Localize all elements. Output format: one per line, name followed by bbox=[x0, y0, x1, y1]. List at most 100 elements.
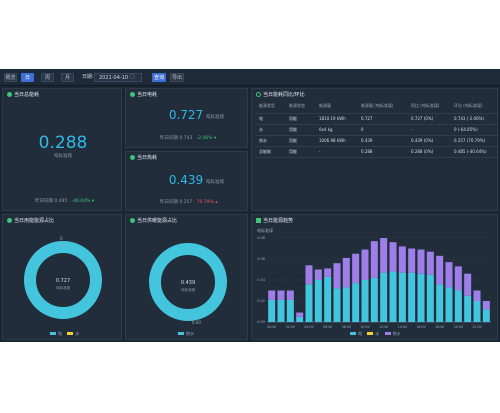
column-header: 能源类型 bbox=[255, 99, 285, 114]
bar-heat bbox=[426, 251, 434, 275]
month-button[interactable]: 月 bbox=[61, 73, 74, 82]
column-header: 能源量 bbox=[315, 99, 357, 114]
day-button[interactable]: 日 bbox=[21, 73, 34, 82]
bar-electric bbox=[398, 272, 406, 322]
table-cell: 用能 bbox=[285, 124, 315, 136]
date-label: 日期: bbox=[82, 74, 94, 80]
donut-tick bbox=[187, 314, 192, 322]
table-cell: 0.727 bbox=[357, 113, 407, 125]
y-tick-label: 0.02 bbox=[257, 299, 265, 303]
bar-electric bbox=[436, 284, 444, 322]
total-energy-card: 当日总能耗 0.288 吨标准煤 昨日同期 0.485 -40.64% ▾ bbox=[2, 88, 122, 211]
x-tick-label: 16:00 bbox=[416, 325, 425, 329]
table-cell: 0x4 kg bbox=[315, 124, 357, 136]
heat-energy-title: 当日热耗 bbox=[130, 155, 157, 162]
legend-swatch bbox=[50, 332, 56, 335]
heat-energy-compare: 昨日同期 0.257 70.79% ▴ bbox=[160, 200, 218, 205]
table-row: 电 用能 1810.19 kWh 0.727 0.727 (0%) 0.743 … bbox=[255, 113, 498, 125]
bar-electric bbox=[408, 272, 416, 322]
table-cell: 水 bbox=[255, 124, 285, 136]
bar-heat bbox=[417, 249, 425, 274]
query-button[interactable]: 查询 bbox=[152, 73, 166, 82]
table-cell: 电 bbox=[255, 113, 285, 125]
bar-electric bbox=[324, 276, 332, 322]
legend-swatch bbox=[350, 332, 356, 335]
bar-electric bbox=[370, 277, 378, 322]
bar-electric bbox=[464, 295, 472, 322]
bar-heat bbox=[314, 269, 322, 280]
energy-share-title: 当日用能能源占比 bbox=[7, 218, 54, 225]
heat-energy-card: 当日热耗 0.439 吨标准煤 昨日同期 0.257 70.79% ▴ bbox=[125, 151, 248, 211]
energy-share-donut: 0 0.727 吨标准煤 bbox=[24, 236, 102, 319]
x-tick-label: 04:00 bbox=[304, 325, 313, 329]
recycle-icon bbox=[130, 92, 135, 97]
table-cell: 用能 bbox=[285, 146, 315, 158]
bar-electric bbox=[417, 273, 425, 322]
bar-heat bbox=[408, 248, 416, 273]
energy-share-legend: 电 水 bbox=[46, 331, 79, 337]
bar-electric bbox=[342, 287, 350, 322]
legend-swatch bbox=[367, 332, 374, 335]
bar-heat bbox=[473, 290, 481, 301]
y-axis-label: 吨标准煤 bbox=[257, 227, 273, 233]
bar-heat bbox=[342, 257, 350, 288]
bar-electric bbox=[445, 287, 453, 322]
legend-swatch bbox=[67, 332, 74, 335]
total-energy-title: 当日总能耗 bbox=[7, 92, 39, 99]
bar-heat bbox=[464, 273, 472, 296]
x-tick-label: 12:00 bbox=[379, 325, 388, 329]
legend-swatch bbox=[178, 332, 184, 335]
export-button[interactable]: 导出 bbox=[170, 73, 184, 82]
electric-energy-title: 当日电耗 bbox=[130, 92, 157, 99]
table-cell: 用能 bbox=[285, 135, 315, 147]
table-cell: - bbox=[315, 146, 357, 158]
electric-energy-card: 当日电耗 0.727 吨标准煤 昨日同期 0.743 -2.06% ▾ bbox=[125, 88, 248, 148]
toolbar: 概览 日 周 月 年 日期: 2021-04-10 ▢ 查询 导出 bbox=[0, 69, 500, 86]
column-header: 环比 (吨标准煤) bbox=[450, 99, 498, 114]
table-cell: 0.727 (0%) bbox=[407, 113, 450, 125]
x-tick-label: 22:00 bbox=[472, 325, 481, 329]
table-cell: 0.439 (0%) bbox=[407, 135, 450, 147]
table-cell: 0 bbox=[357, 124, 407, 136]
recycle-icon bbox=[130, 155, 135, 160]
y-tick-label: 0.04 bbox=[257, 278, 266, 282]
x-tick-label: 00:00 bbox=[267, 325, 276, 329]
bar-electric bbox=[454, 290, 462, 322]
table-cell: 0.485 (-40.64%) bbox=[450, 146, 498, 158]
recycle-icon bbox=[7, 92, 12, 97]
donut-center-unit: 吨标准煤 bbox=[56, 285, 70, 290]
table-cell: - bbox=[407, 124, 450, 136]
donut-center-value: 0.439 bbox=[181, 280, 195, 286]
donut-tick-label: 0.00 bbox=[192, 320, 201, 325]
total-energy-value: 0.288 bbox=[38, 133, 88, 153]
bar-electric bbox=[389, 271, 397, 322]
table-row: 总能耗 用能 - 0.288 0.288 (0%) 0.485 (-40.64%… bbox=[255, 146, 498, 158]
bar-electric bbox=[268, 299, 276, 322]
x-tick-label: 06:00 bbox=[323, 325, 332, 329]
week-button[interactable]: 周 bbox=[41, 73, 54, 82]
bar-heat bbox=[398, 246, 406, 273]
bar-electric bbox=[482, 309, 490, 322]
donut-center-value: 0.727 bbox=[56, 278, 70, 284]
bar-heat bbox=[333, 263, 341, 289]
trend-legend: 电 水 热水 bbox=[346, 331, 401, 337]
overview-button[interactable]: 概览 bbox=[4, 73, 17, 82]
bar-heat bbox=[268, 290, 276, 300]
bar-heat bbox=[380, 238, 388, 273]
heat-share-legend: 热水 bbox=[174, 331, 194, 337]
table-row: 水 用能 0x4 kg 0 - 0 (-64.85%) bbox=[255, 124, 498, 136]
pie-icon bbox=[130, 218, 135, 223]
date-input[interactable]: 2021-04-10 bbox=[94, 73, 142, 82]
heat-share-title: 当日供暖能源占比 bbox=[130, 218, 177, 225]
y-tick-label: 0.00 bbox=[257, 320, 265, 324]
x-tick-label: 08:00 bbox=[342, 325, 351, 329]
bar-electric bbox=[286, 299, 294, 322]
bar-electric bbox=[333, 288, 341, 322]
bar-heat bbox=[370, 241, 378, 278]
electric-energy-value: 0.727 bbox=[168, 108, 204, 122]
table-cell: 1006.98 kWh bbox=[315, 135, 357, 147]
table-cell: 0 (-64.85%) bbox=[450, 124, 498, 136]
bar-electric bbox=[426, 274, 434, 322]
ratio-table: 能源类型 能源状态 能源量 能源量 (吨标准煤) 同比 (吨标准煤) 环比 (吨… bbox=[255, 99, 498, 158]
calendar-icon[interactable]: ▢ bbox=[130, 74, 135, 80]
